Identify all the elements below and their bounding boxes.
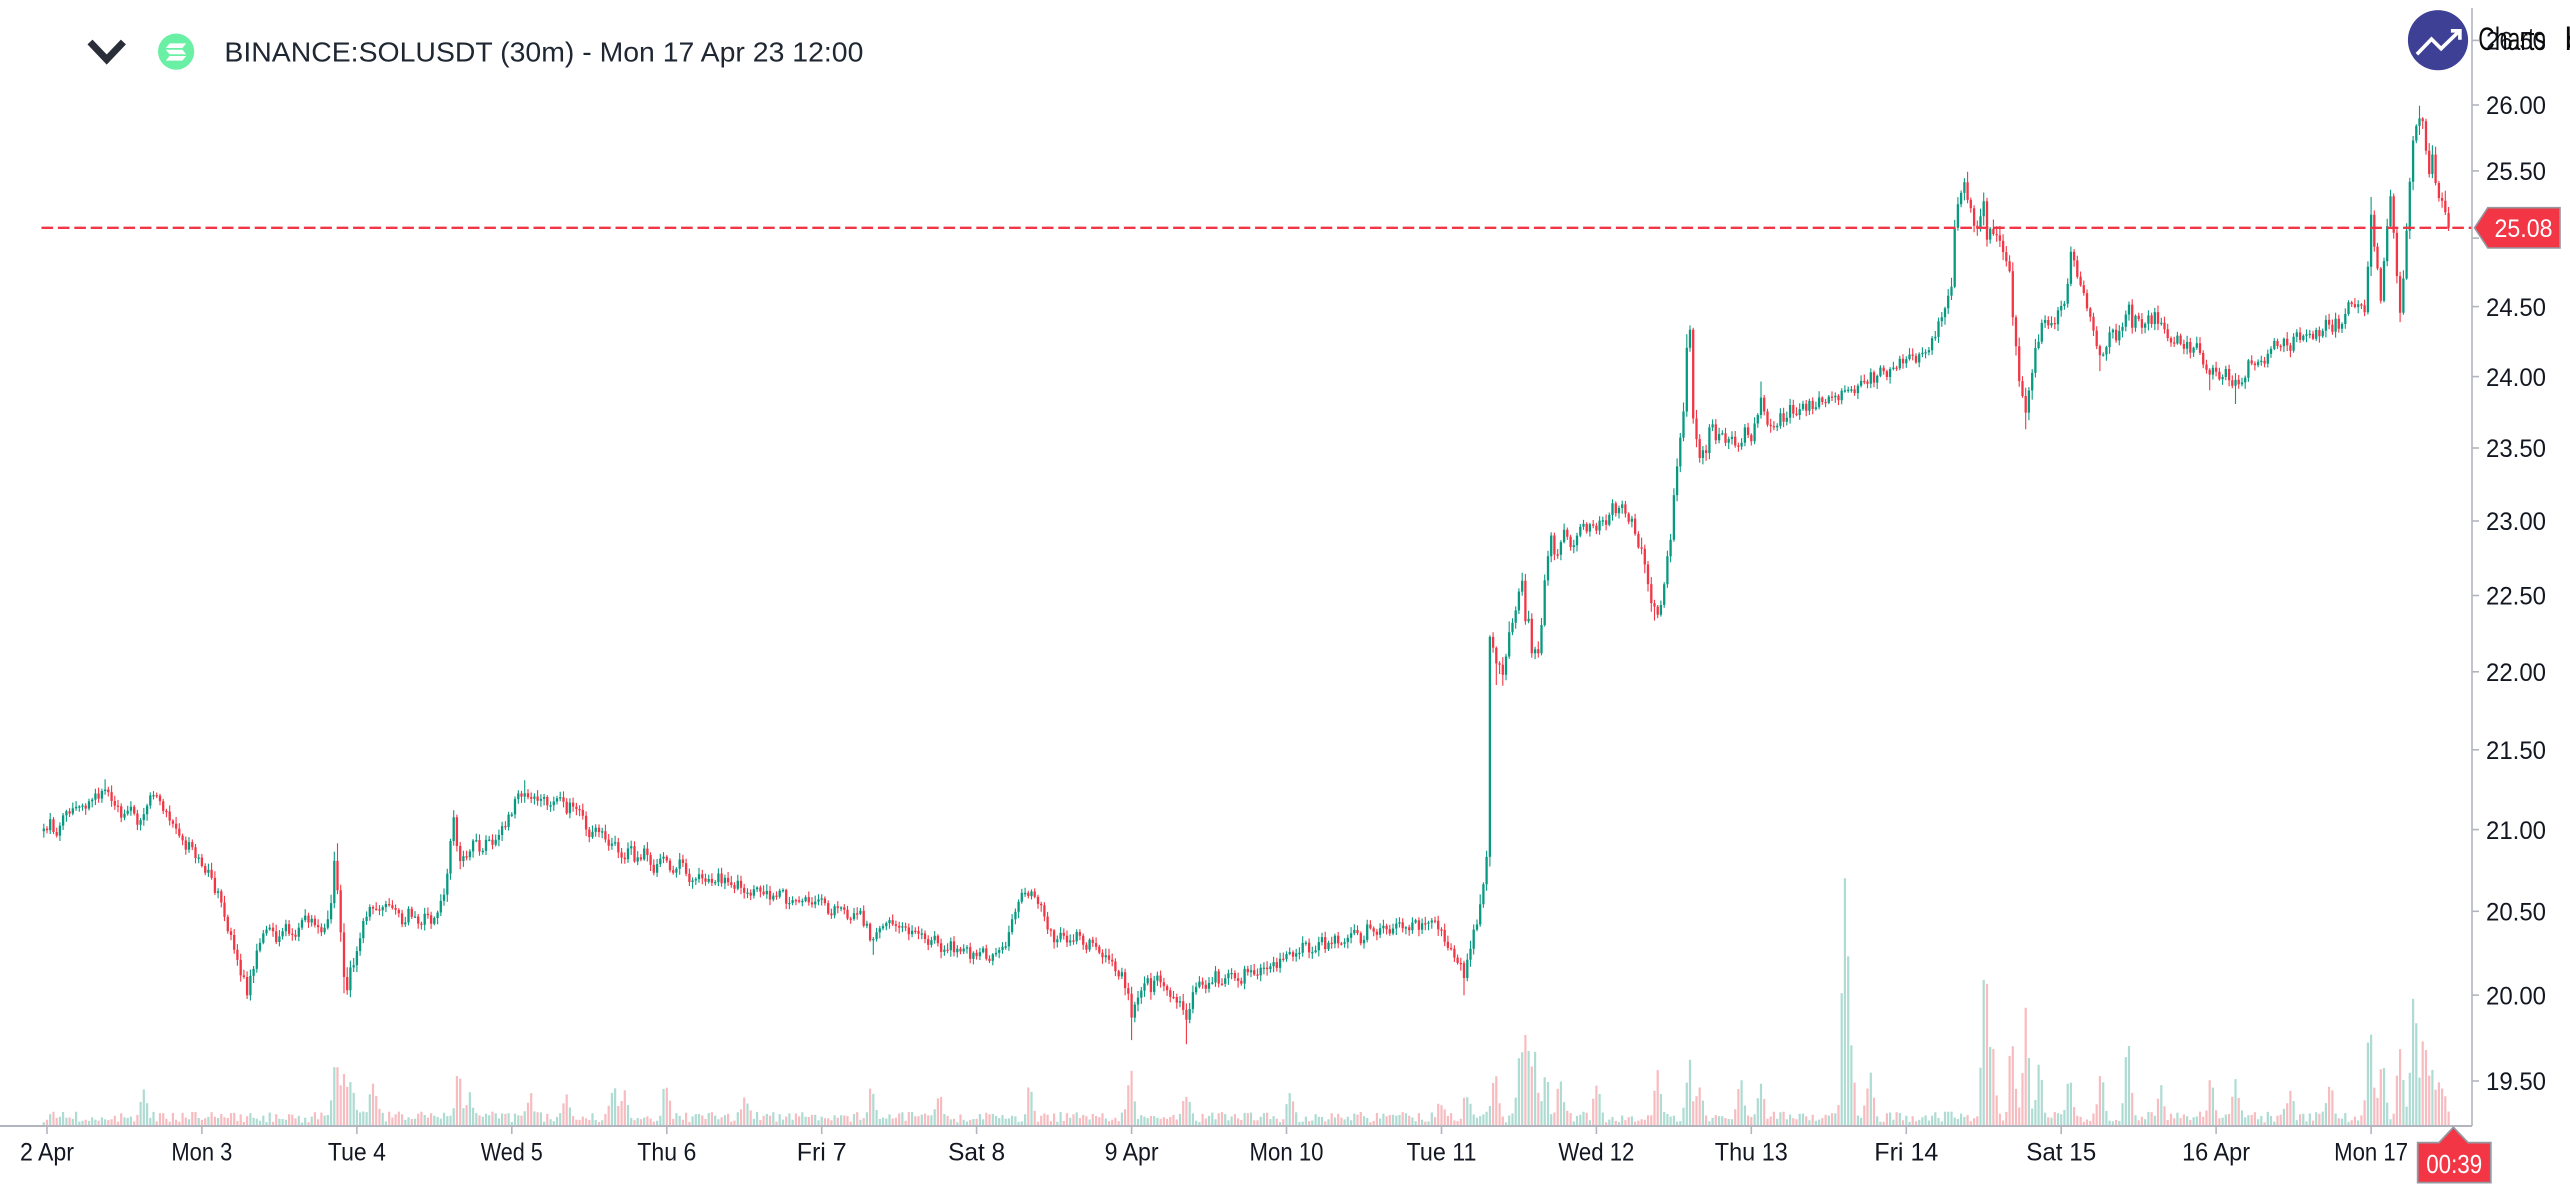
svg-text:Fri 7: Fri 7: [797, 1139, 847, 1167]
svg-text:Thu 6: Thu 6: [637, 1139, 696, 1167]
svg-text:22.00: 22.00: [2486, 659, 2546, 687]
svg-text:Tue 4: Tue 4: [328, 1139, 386, 1167]
svg-text:Wed 12: Wed 12: [1558, 1139, 1634, 1167]
svg-text:00:39: 00:39: [2426, 1149, 2482, 1179]
svg-text:24.00: 24.00: [2486, 364, 2546, 392]
svg-text:Thu 13: Thu 13: [1715, 1139, 1788, 1167]
svg-text:25.08: 25.08: [2495, 215, 2553, 243]
svg-text:Tue 11: Tue 11: [1407, 1139, 1477, 1167]
svg-text:Wed 5: Wed 5: [481, 1139, 543, 1167]
svg-text:20.00: 20.00: [2486, 982, 2546, 1010]
svg-text:16 Apr: 16 Apr: [2182, 1139, 2250, 1167]
svg-text:23.00: 23.00: [2486, 508, 2546, 536]
svg-text:by TradingView: by TradingView: [2565, 21, 2570, 57]
svg-text:26.50: 26.50: [2486, 28, 2546, 56]
svg-text:Fri 14: Fri 14: [1874, 1139, 1938, 1167]
svg-text:24.50: 24.50: [2486, 294, 2546, 322]
svg-text:22.50: 22.50: [2486, 583, 2546, 611]
svg-text:Charts: Charts: [2478, 21, 2546, 57]
svg-text:23.50: 23.50: [2486, 435, 2546, 463]
svg-text:26.00: 26.00: [2486, 92, 2546, 120]
svg-text:2 Apr: 2 Apr: [20, 1139, 74, 1167]
svg-text:25.50: 25.50: [2486, 158, 2546, 186]
svg-text:Sat 8: Sat 8: [948, 1139, 1005, 1167]
svg-text:21.50: 21.50: [2486, 737, 2546, 765]
svg-text:BINANCE:SOLUSDT (30m) - Mon 17: BINANCE:SOLUSDT (30m) - Mon 17 Apr 23 12…: [224, 37, 863, 68]
svg-text:9 Apr: 9 Apr: [1105, 1139, 1159, 1167]
svg-text:19.50: 19.50: [2486, 1068, 2546, 1096]
svg-text:Mon 10: Mon 10: [1250, 1139, 1324, 1167]
svg-text:Mon 17: Mon 17: [2334, 1139, 2408, 1167]
svg-text:21.00: 21.00: [2486, 817, 2546, 845]
svg-text:20.50: 20.50: [2486, 899, 2546, 927]
svg-text:Sat 15: Sat 15: [2026, 1139, 2096, 1167]
svg-text:Mon 3: Mon 3: [171, 1139, 232, 1167]
